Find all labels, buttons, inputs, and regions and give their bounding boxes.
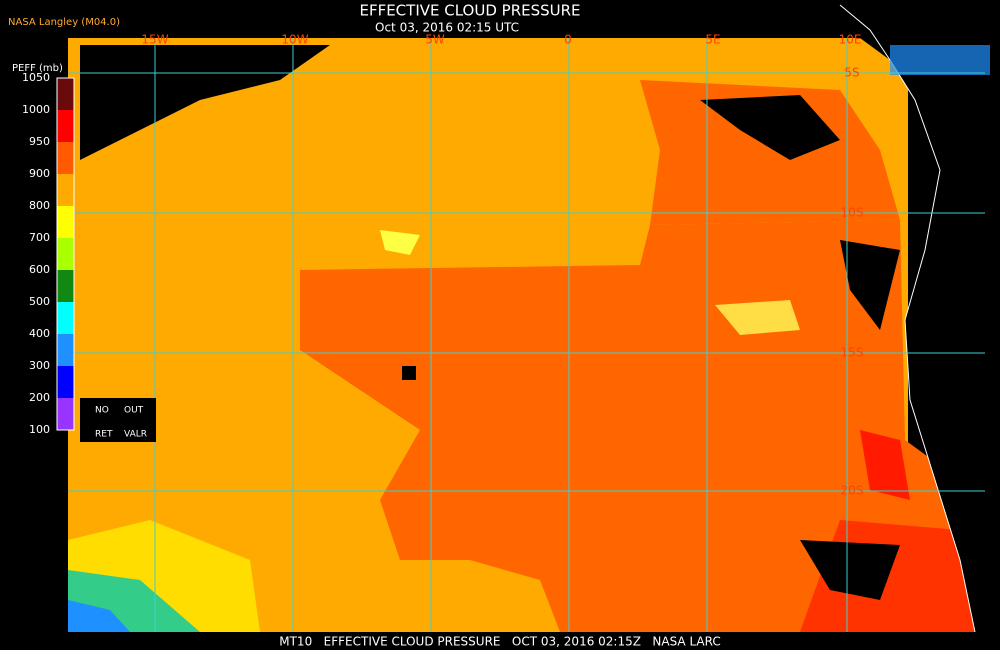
clear-sky [700,95,840,160]
legend-label: 700 [29,231,50,244]
clear-sky [840,240,900,330]
coastline [839,4,976,633]
lon-label: 15W [141,33,168,47]
footer: MT10 EFFECTIVE CLOUD PRESSURE OCT 03, 20… [279,635,720,649]
lat-label: 10S [841,206,864,220]
legend-note: RET [95,430,113,440]
legend-label: 300 [29,359,50,372]
legend-label: 400 [29,327,50,340]
legend-note: VALR [124,430,147,440]
notes-box [80,398,156,442]
legend-label: 600 [29,263,50,276]
legend-label: 950 [29,135,50,148]
legend-label: 800 [29,199,50,212]
legend-swatch [57,110,74,142]
low-cloud-dense [860,430,910,500]
land [860,38,1000,632]
source: NASA Langley (M04.0) [8,17,120,28]
legend-label: 900 [29,167,50,180]
graticule [68,38,985,632]
legend-label: 1000 [22,103,50,116]
legend-label: 100 [29,423,50,436]
clear-sky [800,540,900,600]
missing-data [402,366,416,380]
legend-note: OUT [124,406,144,416]
lat-label: 5S [844,66,859,80]
legend-swatch [57,270,74,302]
legend-label: 1050 [22,71,50,84]
legend-swatch [57,174,74,206]
cloud-field [68,38,975,632]
high-cloud [890,45,990,75]
legend-label: 500 [29,295,50,308]
legend-swatch [57,142,74,174]
legend-swatch [57,302,74,334]
lon-label: 5W [425,33,445,47]
legend-swatch [57,78,74,110]
legend-swatch [57,334,74,366]
clear-sky [80,45,330,160]
low-cloud [640,80,900,225]
low-cloud [300,220,975,632]
lon-label: 10W [281,33,308,47]
subtitle: Oct 03, 2016 02:15 UTC [375,21,519,35]
legend-swatch [57,398,74,430]
lon-label: 0 [564,33,572,47]
lon-label: 5E [705,33,720,47]
legend-label: 200 [29,391,50,404]
legend-title: PEFF (mb) [12,63,63,74]
lat-label: 15S [841,346,864,360]
lon-label: 10E [839,33,862,47]
high-cloud [68,600,130,632]
high-cloud [380,230,420,255]
lat-label: 20S [841,484,864,498]
legend-swatch [57,238,74,270]
high-cloud [715,300,800,335]
legend-note: NO [95,406,109,416]
legend-swatch [57,366,74,398]
overlay: 1050 1000 950 900 800 700 600 500 400 300 200 100 NO… [22,33,863,498]
legend-swatch [57,206,74,238]
title: EFFECTIVE CLOUD PRESSURE [359,2,580,20]
legend-frame [56,77,75,431]
